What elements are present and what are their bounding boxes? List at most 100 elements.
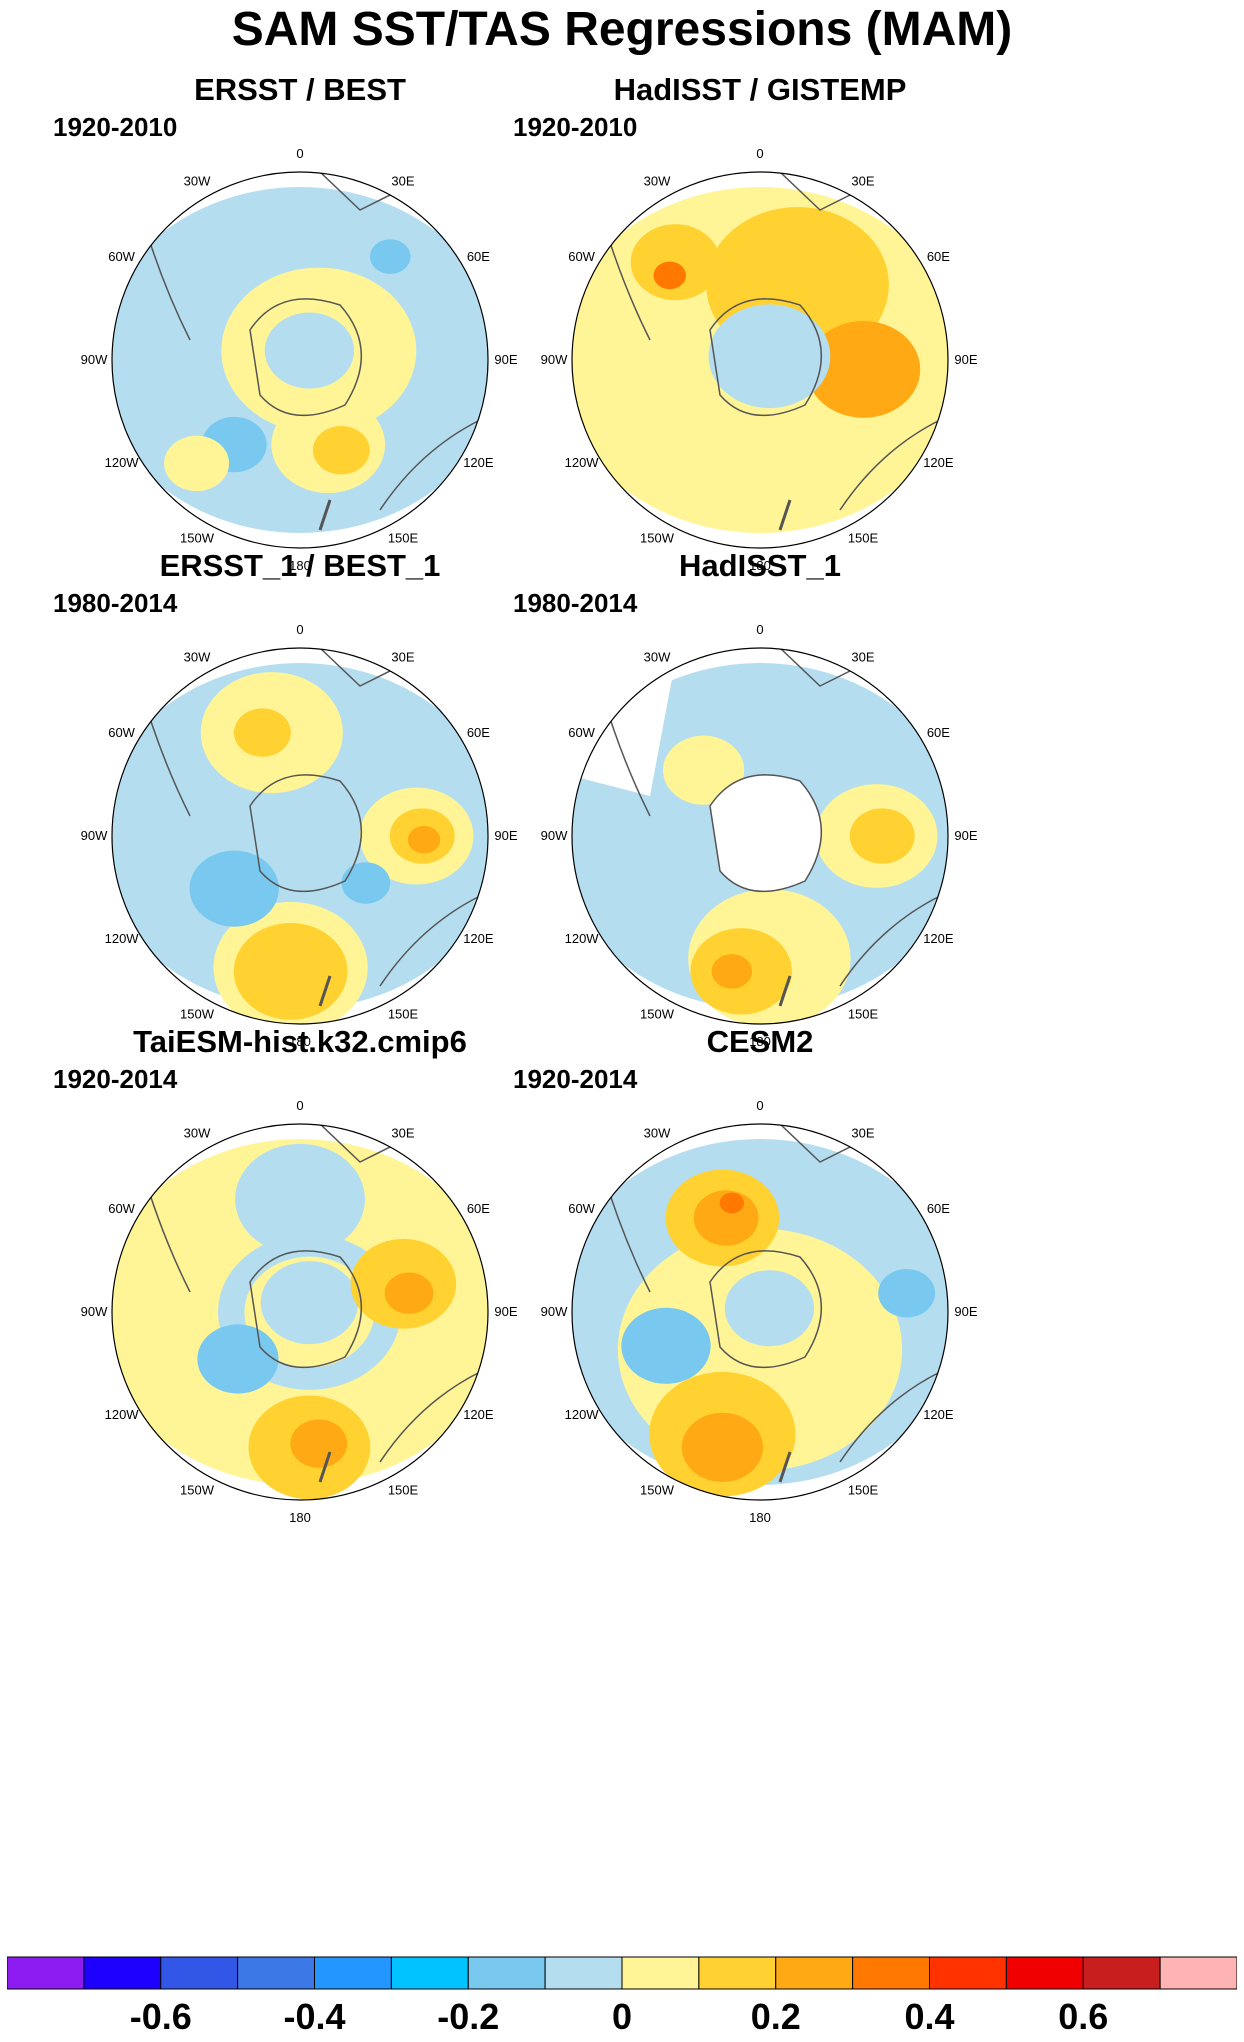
- shaded-field: [112, 1124, 488, 1500]
- map-border: [571, 1123, 949, 1501]
- coastline: [778, 499, 792, 531]
- shade-region: [112, 663, 488, 1009]
- shaded-field: [112, 172, 488, 533]
- antarctica-outline: [709, 774, 823, 893]
- shade-region: [719, 1192, 744, 1214]
- longitude-label: 90W: [541, 828, 568, 843]
- longitude-label: 60W: [108, 1201, 135, 1216]
- longitude-label: 60W: [568, 1201, 595, 1216]
- longitude-label: 120E: [923, 1407, 954, 1422]
- colorbar-box: [237, 1956, 315, 1990]
- shade-region: [711, 954, 753, 989]
- panel-title: ERSST / BEST: [194, 72, 406, 107]
- longitude-label: 90E: [494, 828, 517, 843]
- longitude-label: 150W: [180, 1482, 215, 1497]
- longitude-label: 180: [289, 1034, 311, 1049]
- longitude-label: 180: [749, 1510, 771, 1525]
- colorbar-box: [698, 1956, 777, 1990]
- coastline: [318, 975, 332, 1007]
- shade-region: [621, 1307, 711, 1384]
- map-panel-4: HadISST_1 1980-2014 0 30E 60E 90E 120E 150E 18…: [460, 546, 1060, 1146]
- longitude-label: 60E: [927, 725, 950, 740]
- polar-map: 0 30E 60E 90E 120E 150E 180 150W 120W 90W 60W 30W: [81, 622, 518, 1049]
- longitude-label: 90W: [81, 1304, 108, 1319]
- longitude-label: 0: [756, 622, 763, 637]
- shade-region: [369, 239, 411, 274]
- coastline: [779, 648, 861, 687]
- colorbar-box: [544, 1956, 623, 1990]
- shade-region: [681, 1412, 764, 1482]
- shaded-field: [572, 1124, 948, 1497]
- longitude-label: 30W: [644, 1126, 671, 1141]
- coastline: [318, 499, 332, 531]
- longitude-label: 30W: [644, 174, 671, 189]
- panel-title: HadISST_1: [679, 548, 841, 583]
- coastline: [778, 975, 792, 1007]
- colorbar-box: [390, 1956, 469, 1990]
- longitude-label: 150W: [640, 1006, 675, 1021]
- longitude-label: 150E: [848, 1006, 879, 1021]
- shaded-field: [112, 648, 488, 1024]
- shade-region: [878, 1268, 936, 1318]
- longitude-label: 150W: [640, 530, 675, 545]
- longitude-label: 0: [296, 622, 303, 637]
- shade-region: [233, 708, 291, 757]
- longitude-label: 90W: [541, 352, 568, 367]
- shaded-field: [572, 172, 948, 533]
- coastline: [379, 1371, 481, 1463]
- longitude-label: 30E: [851, 1126, 874, 1141]
- longitude-label: 150W: [180, 530, 215, 545]
- colorbar-box: [467, 1956, 546, 1990]
- colorbar-box: [1082, 1956, 1161, 1990]
- coastline: [379, 895, 481, 987]
- coastline: [319, 172, 401, 211]
- longitude-label: 0: [756, 1098, 763, 1113]
- longitude-label: 90W: [81, 828, 108, 843]
- shade-region: [235, 1143, 365, 1255]
- shade-region: [264, 312, 355, 389]
- longitude-label: 30W: [644, 650, 671, 665]
- longitude-label: 60W: [108, 249, 135, 264]
- panel-title: TaiESM-hist.k32.cmip6: [133, 1024, 467, 1059]
- longitude-label: 120E: [463, 455, 494, 470]
- shade-region: [724, 318, 815, 395]
- map-panel-6: CESM2 1920-2014 0 30E 60E 90E 120E 150E 180 150…: [460, 1022, 1060, 1622]
- period-label: 1920-2010: [53, 112, 178, 142]
- colorbar-box: [83, 1956, 162, 1990]
- coastline: [839, 419, 941, 511]
- shade-region: [189, 850, 279, 927]
- longitude-label: 30E: [391, 1126, 414, 1141]
- longitude-label: 180: [749, 1034, 771, 1049]
- polar-map: 0 30E 60E 90E 120E 150E 180 150W 120W 90W 60W 30W: [541, 146, 978, 573]
- colorbar-tick-label: 0.2: [750, 1996, 801, 2037]
- shade-region: [290, 1419, 348, 1468]
- colorbar-tick-label: -0.4: [283, 1996, 346, 2037]
- panel-title: HadISST / GISTEMP: [613, 72, 907, 107]
- coastline: [778, 1451, 792, 1483]
- map-border: [571, 171, 949, 549]
- longitude-label: 30E: [391, 174, 414, 189]
- antarctica-outline: [709, 1250, 823, 1369]
- colorbar-labels: -0.6 -0.4 -0.2 0 0.2 0.4 0.6: [7, 1996, 1237, 2040]
- longitude-label: 120W: [565, 1407, 600, 1422]
- coastline: [779, 172, 861, 211]
- longitude-label: 150E: [388, 1482, 419, 1497]
- longitude-label: 90E: [954, 352, 977, 367]
- colorbar-box: [621, 1956, 700, 1990]
- coastline: [319, 648, 401, 687]
- polar-map: 0 30E 60E 90E 120E 150E 180 150W 120W 90W 60W 30W: [541, 1098, 978, 1525]
- colorbar-box: [160, 1956, 239, 1990]
- shade-region: [312, 426, 370, 475]
- antarctica-outline: [249, 1250, 363, 1369]
- colorbar-tick-label: -0.2: [437, 1996, 500, 2037]
- coastline: [839, 1371, 941, 1463]
- polar-map: 0 30E 60E 90E 120E 150E 180 150W 120W 90W 60W 30W: [81, 146, 518, 573]
- page-title: SAM SST/TAS Regressions (MAM): [231, 3, 1013, 56]
- longitude-label: 120W: [105, 1407, 140, 1422]
- longitude-label: 90W: [541, 1304, 568, 1319]
- longitude-label: 60E: [467, 1201, 490, 1216]
- longitude-label: 60W: [568, 725, 595, 740]
- coastline: [319, 1124, 401, 1163]
- longitude-label: 60E: [927, 249, 950, 264]
- longitude-label: 30E: [851, 650, 874, 665]
